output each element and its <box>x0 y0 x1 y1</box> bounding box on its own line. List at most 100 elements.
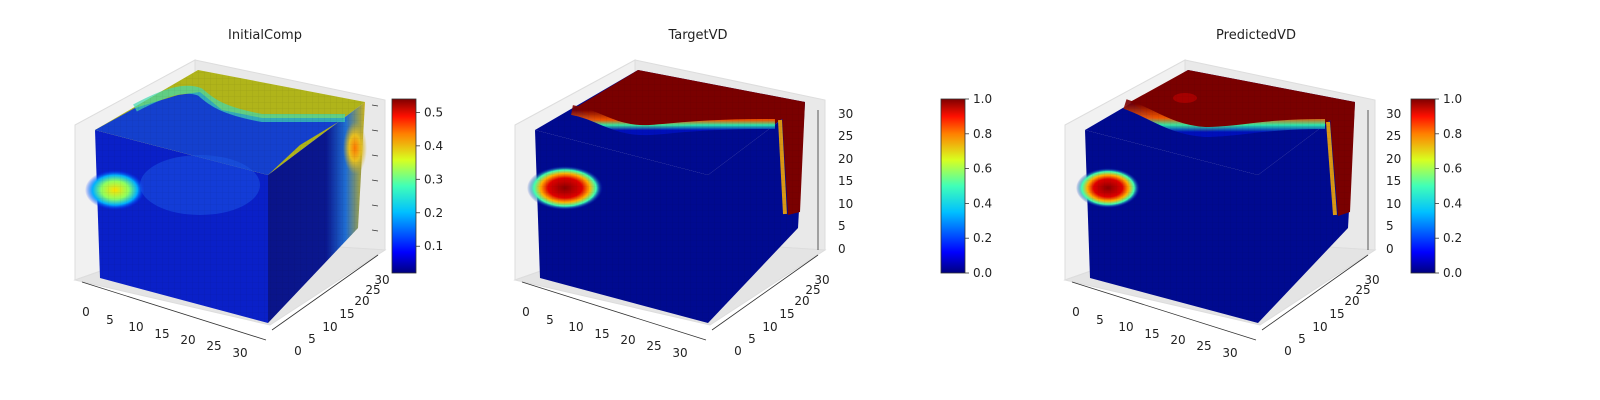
x-tick-label: 30 <box>232 346 247 360</box>
voxel-grid <box>535 130 708 323</box>
x-tick-label: 10 <box>1118 320 1133 334</box>
z-tick-label: 30 <box>1386 107 1401 121</box>
z-tick-label: 25 <box>1386 129 1401 143</box>
x-tick-label: 25 <box>206 339 221 353</box>
x-tick-label: 15 <box>1144 327 1159 341</box>
y-tick-label: 15 <box>1329 307 1344 321</box>
z-tick-label: 20 <box>838 152 853 166</box>
x-tick-label: 0 <box>1072 305 1080 319</box>
colorbar-tick-label: 0.0 <box>973 266 992 280</box>
y-axis-line <box>271 254 379 331</box>
colorbar-tick-label: 0.4 <box>424 139 443 153</box>
x-tick-labels: 0 5 10 15 20 25 30 <box>522 305 687 360</box>
x-tick-label: 15 <box>154 327 169 341</box>
y-tick-label: 5 <box>1298 332 1306 346</box>
y-tick-label: 25 <box>805 283 820 297</box>
x-tick-label: 5 <box>1096 313 1104 327</box>
x-tick-label: 30 <box>1222 346 1237 360</box>
x-axis-line <box>81 281 267 341</box>
z-tick-label: 0 <box>838 242 846 256</box>
z-tick-label: 10 <box>838 197 853 211</box>
y-tick-label: 20 <box>1344 294 1359 308</box>
y-tick-label: 0 <box>1284 344 1292 358</box>
x-tick-labels: 0 5 10 15 20 25 30 <box>82 305 247 360</box>
x-tick-label: 25 <box>1196 339 1211 353</box>
z-tick-label: 15 <box>838 174 853 188</box>
colorbar-tick-label: 0.6 <box>973 162 992 176</box>
colorbar-ticks: 0.0 0.2 0.4 0.6 0.8 1.0 <box>1435 92 1462 280</box>
z-tick-label: 0 <box>1386 242 1394 256</box>
y-tick-labels: 0 5 10 15 20 25 30 <box>734 273 829 358</box>
colorbar-tick-label: 0.4 <box>1443 196 1462 210</box>
y-tick-label: 30 <box>1364 273 1379 287</box>
x-tick-label: 15 <box>594 327 609 341</box>
z-axis-ticks <box>371 104 379 232</box>
x-tick-label: 20 <box>620 333 635 347</box>
voxel-grid <box>535 70 805 175</box>
z-tick-label: 5 <box>1386 219 1394 233</box>
colorbar-tick-label: 0.1 <box>424 239 443 253</box>
y-tick-label: 25 <box>1355 283 1370 297</box>
z-tick-labels: 0 5 10 15 20 25 30 <box>838 107 853 256</box>
x-tick-label: 0 <box>522 305 530 319</box>
x-tick-label: 10 <box>568 320 583 334</box>
x-tick-label: 25 <box>646 339 661 353</box>
chart-title: InitialComp <box>228 28 302 43</box>
y-tick-label: 5 <box>308 332 316 346</box>
z-tick-label: 30 <box>838 107 853 121</box>
colorbar <box>1410 98 1436 274</box>
chart-title: TargetVD <box>667 28 727 43</box>
colorbar-tick-label: 0.2 <box>424 206 443 220</box>
colorbar-tick-label: 0.5 <box>424 105 443 119</box>
y-tick-label: 10 <box>762 320 777 334</box>
panel-targetvd: TargetVD 0 5 10 15 20 25 30 0 <box>513 28 992 360</box>
panel-predictedvd: PredictedVD 0 5 10 15 20 25 30 0 5 <box>1063 28 1462 360</box>
z-tick-label: 5 <box>838 219 846 233</box>
colorbar-tick-label: 1.0 <box>973 92 992 106</box>
y-tick-label: 0 <box>734 344 742 358</box>
x-tick-label: 30 <box>672 346 687 360</box>
z-tick-label: 25 <box>838 129 853 143</box>
y-tick-label: 25 <box>365 283 380 297</box>
colorbar-tick-label: 0.8 <box>1443 127 1462 141</box>
colorbar-tick-label: 0.8 <box>973 127 992 141</box>
y-tick-label: 20 <box>354 294 369 308</box>
colorbar-tick-label: 0.0 <box>1443 266 1462 280</box>
voxel-grid <box>1085 130 1258 323</box>
voxel-grid <box>95 70 365 175</box>
y-tick-label: 30 <box>814 273 829 287</box>
y-axis-line <box>711 254 819 331</box>
colorbar-tick-label: 1.0 <box>1443 92 1462 106</box>
chart-title: PredictedVD <box>1216 28 1296 43</box>
x-axis-line <box>1071 281 1257 341</box>
panel-initialcomp: InitialComp 0 5 10 15 20 25 30 <box>73 28 443 360</box>
x-tick-label: 20 <box>180 333 195 347</box>
y-tick-labels: 0 5 10 15 20 25 30 <box>294 273 389 358</box>
x-tick-label: 20 <box>1170 333 1185 347</box>
z-tick-label: 20 <box>1386 152 1401 166</box>
colorbar-tick-label: 0.3 <box>424 172 443 186</box>
colorbar <box>940 98 966 274</box>
voxel-grid <box>95 130 268 323</box>
y-axis-line <box>1261 254 1369 331</box>
colorbar <box>391 98 417 274</box>
x-tick-label: 5 <box>106 313 114 327</box>
x-tick-label: 5 <box>546 313 554 327</box>
z-tick-label: 15 <box>1386 174 1401 188</box>
y-tick-label: 15 <box>339 307 354 321</box>
x-tick-label: 0 <box>82 305 90 319</box>
voxel-grid <box>1085 70 1355 175</box>
z-tick-labels: 0 5 10 15 20 25 30 <box>1386 107 1401 256</box>
colorbar-tick-label: 0.2 <box>973 231 992 245</box>
y-tick-label: 10 <box>1312 320 1327 334</box>
colorbar-tick-label: 0.2 <box>1443 231 1462 245</box>
voxel-grid <box>708 102 805 323</box>
colorbar-tick-label: 0.6 <box>1443 162 1462 176</box>
colorbar-tick-label: 0.4 <box>973 196 992 210</box>
colorbar-ticks: 0.0 0.2 0.4 0.6 0.8 1.0 <box>965 92 992 280</box>
voxel-grid <box>268 102 365 323</box>
voxel-grid <box>1258 102 1355 323</box>
y-tick-labels: 0 5 10 15 20 25 30 <box>1284 273 1379 358</box>
colorbar-ticks: 0.1 0.2 0.3 0.4 0.5 <box>416 105 443 253</box>
